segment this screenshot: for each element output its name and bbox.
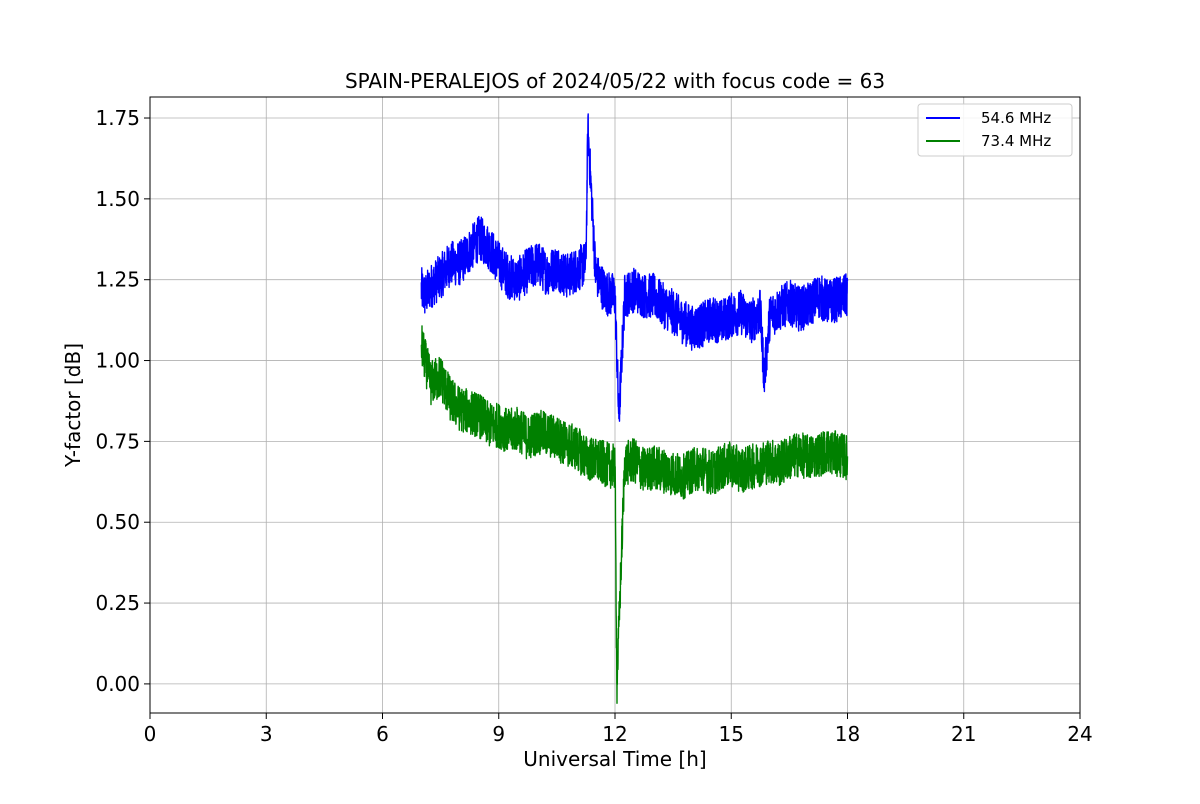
x-tick-label: 3 (260, 722, 273, 746)
x-tick-label: 24 (1067, 722, 1092, 746)
x-tick-label: 12 (602, 722, 627, 746)
y-tick-label: 1.50 (95, 187, 140, 211)
x-tick-label: 6 (376, 722, 389, 746)
y-tick-label: 0.25 (95, 591, 140, 615)
x-tick-label: 21 (951, 722, 976, 746)
x-axis-label: Universal Time [h] (523, 747, 706, 771)
series-line-2 (420, 325, 849, 704)
legend-label-2: 73.4 MHz (981, 132, 1051, 150)
chart-title: SPAIN-PERALEJOS of 2024/05/22 with focus… (345, 69, 885, 93)
x-tick-label: 0 (144, 722, 157, 746)
y-tick-label: 0.75 (95, 429, 140, 453)
x-tick-label: 15 (719, 722, 744, 746)
series-line-1 (420, 113, 849, 422)
y-axis-label: Y-factor [dB] (61, 343, 85, 468)
grid-lines (149, 97, 1081, 713)
legend-label-1: 54.6 MHz (981, 109, 1051, 127)
y-tick-label: 0.50 (95, 510, 140, 534)
legend: 54.6 MHz 73.4 MHz (917, 103, 1073, 157)
axis-ticks: 0 3 6 9 12 15 18 21 24 0.00 0.25 0.50 0.75 1.00 1.25 1.… (95, 106, 1092, 746)
series-group (420, 113, 849, 704)
x-tick-label: 18 (835, 722, 860, 746)
y-tick-label: 0.00 (95, 672, 140, 696)
y-tick-label: 1.25 (95, 268, 140, 292)
y-tick-label: 1.75 (95, 106, 140, 130)
x-tick-label: 9 (492, 722, 505, 746)
y-tick-label: 1.00 (95, 349, 140, 373)
